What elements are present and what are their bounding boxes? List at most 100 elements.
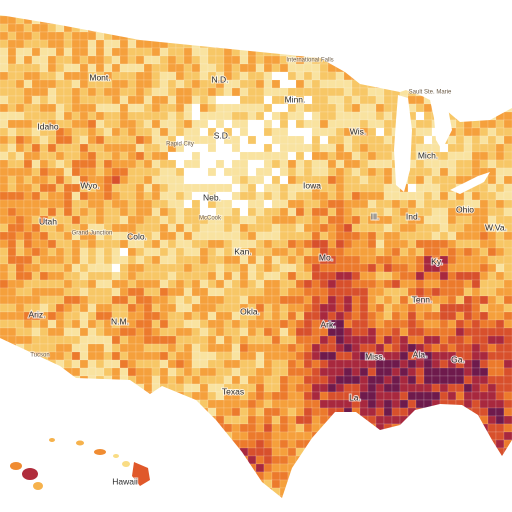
county-cell: [367, 279, 377, 289]
county-cell: [455, 223, 465, 233]
county-cell: [319, 303, 329, 313]
county-cell: [255, 439, 265, 449]
county-cell: [95, 319, 105, 329]
county-cell: [407, 263, 417, 273]
island: [33, 482, 43, 490]
county-cell: [55, 303, 65, 313]
county-cell: [199, 255, 209, 265]
county-cell: [303, 79, 313, 89]
county-cell: [0, 279, 9, 289]
county-cell: [119, 359, 129, 369]
county-cell: [0, 175, 9, 185]
county-cell: [47, 39, 57, 49]
county-cell: [112, 0, 120, 8]
county-cell: [247, 255, 257, 265]
county-cell: [311, 287, 321, 297]
county-cell: [143, 415, 153, 425]
county-cell: [255, 55, 265, 65]
county-cell: [488, 0, 496, 8]
county-cell: [439, 223, 449, 233]
county-cell: [231, 127, 241, 137]
county-cell: [207, 95, 217, 105]
county-cell: [423, 135, 433, 145]
county-cell: [447, 151, 457, 161]
county-cell: [327, 487, 337, 497]
county-cell: [359, 47, 369, 57]
county-cell: [279, 207, 289, 217]
county-cell: [239, 375, 249, 385]
county-cell: [95, 23, 105, 33]
county-cell: [487, 87, 497, 97]
county-cell: [431, 215, 441, 225]
county-cell: [223, 447, 233, 457]
county-cell: [175, 351, 185, 361]
county-cell: [295, 239, 305, 249]
county-cell: [15, 231, 25, 241]
county-cell: [167, 287, 177, 297]
county-cell: [63, 199, 73, 209]
county-cell: [95, 287, 105, 297]
county-cell: [207, 495, 217, 498]
county-cell: [335, 303, 345, 313]
county-cell: [151, 23, 161, 33]
county-cell: [143, 263, 153, 273]
county-cell: [495, 239, 505, 249]
county-cell: [335, 479, 345, 489]
county-cell: [15, 247, 25, 257]
county-cell: [71, 479, 81, 489]
county-cell: [119, 247, 129, 257]
county-cell: [487, 487, 497, 497]
county-cell: [487, 151, 497, 161]
county-cell: [159, 263, 169, 273]
county-cell: [287, 431, 297, 441]
county-cell: [199, 383, 209, 393]
county-cell: [287, 263, 297, 273]
county-cell: [495, 471, 505, 481]
county-cell: [303, 15, 313, 17]
county-cell: [399, 223, 409, 233]
county-cell: [223, 119, 233, 129]
county-cell: [447, 303, 457, 313]
county-cell: [423, 191, 433, 201]
county-cell: [319, 447, 329, 457]
county-cell: [359, 23, 369, 33]
county-cell: [127, 279, 137, 289]
county-cell: [103, 111, 113, 121]
county-cell: [503, 335, 512, 345]
county-cell: [175, 495, 185, 498]
county-cell: [327, 47, 337, 57]
county-cell: [423, 15, 433, 17]
county-cell: [455, 455, 465, 465]
county-cell: [191, 471, 201, 481]
county-cell: [343, 303, 353, 313]
county-cell: [495, 327, 505, 337]
county-cell: [127, 135, 137, 145]
county-cell: [0, 103, 9, 113]
county-cell: [159, 191, 169, 201]
county-cell: [440, 0, 448, 8]
county-cell: [335, 287, 345, 297]
county-cell: [87, 23, 97, 33]
county-cell: [152, 504, 160, 512]
county-cell: [479, 303, 489, 313]
county-cell: [359, 303, 369, 313]
county-cell: [311, 207, 321, 217]
county-cell: [159, 495, 169, 498]
county-cell: [87, 383, 97, 393]
county-cell: [119, 47, 129, 57]
county-cell: [255, 191, 265, 201]
county-cell: [271, 143, 281, 153]
county-cell: [351, 15, 361, 25]
county-cell: [295, 391, 305, 401]
county-cell: [279, 215, 289, 225]
county-cell: [95, 239, 105, 249]
county-cell: [503, 463, 512, 473]
county-cell: [0, 327, 9, 337]
county-cell: [143, 15, 153, 17]
county-cell: [127, 127, 137, 137]
county-cell: [495, 231, 505, 241]
county-cell: [287, 31, 297, 41]
county-cell: [135, 367, 145, 377]
county-cell: [367, 311, 377, 321]
county-cell: [191, 87, 201, 97]
